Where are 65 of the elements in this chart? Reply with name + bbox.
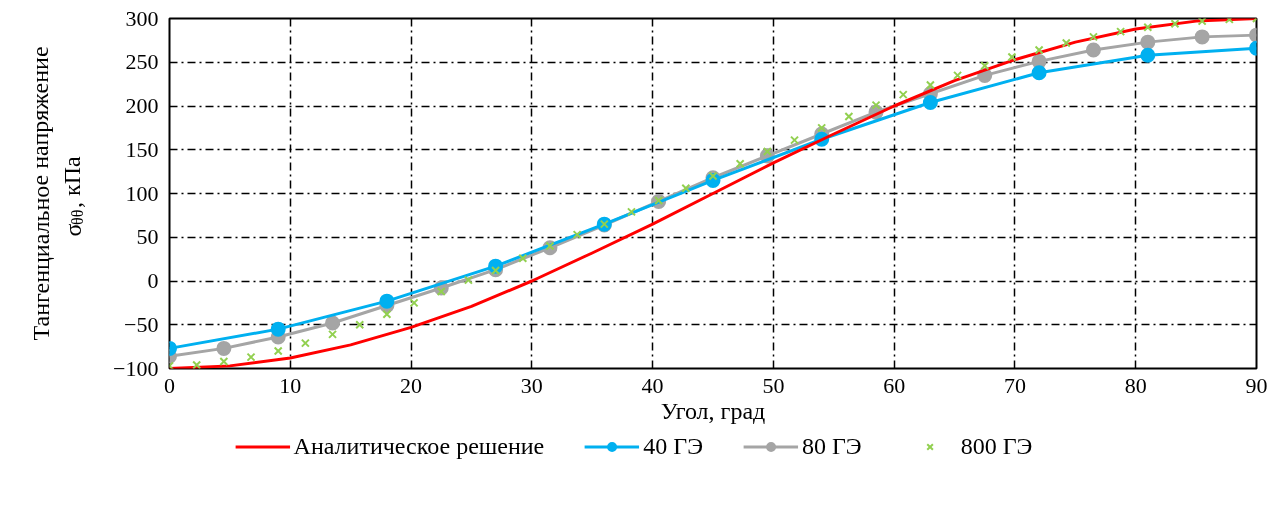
y-tick-label: 0 (147, 268, 159, 293)
point (1116, 27, 1126, 37)
point (328, 329, 338, 339)
point (817, 123, 827, 133)
point (925, 80, 935, 90)
point (355, 320, 365, 330)
legend-label: Аналитическое решение (293, 432, 545, 460)
point (681, 183, 691, 193)
x-tick-label: 70 (1003, 372, 1026, 398)
point (1031, 65, 1047, 81)
point (1140, 47, 1156, 63)
point (300, 338, 310, 348)
point (626, 207, 637, 217)
point (379, 293, 395, 309)
point (216, 340, 232, 356)
point (246, 352, 256, 362)
point (1140, 34, 1156, 50)
point (1034, 45, 1044, 55)
point (1085, 42, 1101, 58)
y-tick-label: 150 (125, 136, 159, 162)
point (980, 61, 990, 71)
legend-label: 800 ГЭ (960, 432, 1033, 460)
point (871, 100, 881, 110)
point (922, 95, 938, 110)
point (409, 298, 419, 308)
point (382, 309, 392, 319)
y-tick-label: 300 (125, 5, 159, 31)
point (270, 321, 286, 337)
x-tick-label: 30 (520, 372, 543, 398)
point (1194, 29, 1210, 45)
x-tick-label: 90 (1245, 372, 1268, 398)
point (273, 346, 283, 356)
x-tick-label: 80 (1124, 372, 1147, 398)
x-axis-title: Угол, град (660, 397, 766, 424)
point (1197, 18, 1207, 26)
y-tick-label: 200 (125, 93, 159, 118)
point (518, 253, 528, 263)
y-tick-label: 50 (136, 224, 159, 250)
x-tick-label: 40 (641, 372, 664, 398)
x-tick-label: 20 (400, 372, 423, 398)
legend-label: 80 ГЭ (801, 432, 862, 460)
x-tick-label: 10 (279, 372, 302, 398)
point (572, 230, 582, 240)
point (1007, 52, 1017, 62)
legend-label: 40 ГЭ (643, 432, 703, 460)
point (789, 135, 800, 145)
y-tick-label: 250 (125, 49, 159, 75)
y-tick-label: −100 (113, 355, 159, 381)
point (1170, 19, 1180, 29)
point (192, 360, 202, 369)
point (898, 90, 908, 100)
point (735, 159, 745, 169)
point (219, 356, 229, 367)
x-tick-label: 0 (164, 372, 175, 398)
point (1061, 38, 1071, 48)
y-tick-label: −50 (124, 311, 159, 337)
point (844, 111, 854, 122)
point (953, 70, 963, 80)
y-tick-label: 100 (125, 180, 159, 206)
x-tick-label: 60 (883, 372, 906, 398)
point (463, 275, 473, 285)
point (1088, 32, 1098, 42)
point (325, 315, 341, 331)
x-tick-label: 50 (762, 372, 785, 398)
point (1143, 22, 1153, 32)
